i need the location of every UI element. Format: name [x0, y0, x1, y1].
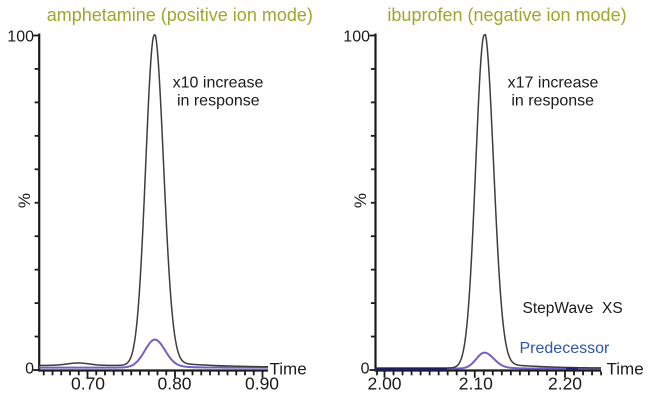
svg-text:2.10: 2.10	[459, 374, 493, 394]
svg-text:x17 increase: x17 increase	[508, 75, 599, 92]
svg-text:0.90: 0.90	[245, 374, 279, 394]
svg-text:Time: Time	[607, 360, 644, 379]
svg-text:x10 increase: x10 increase	[173, 75, 264, 92]
svg-text:100: 100	[343, 29, 370, 46]
svg-text:0: 0	[25, 361, 34, 378]
svg-text:2.20: 2.20	[548, 374, 582, 394]
svg-text:Predecessor: Predecessor	[520, 340, 610, 357]
svg-text:2.00: 2.00	[367, 374, 401, 394]
svg-text:100: 100	[7, 29, 34, 46]
svg-text:in response: in response	[511, 93, 594, 110]
svg-text:amphetamine (positive ion mode: amphetamine (positive ion mode)	[47, 5, 313, 25]
svg-text:in response: in response	[177, 93, 260, 110]
svg-text:0.80: 0.80	[157, 374, 191, 394]
svg-text:StepWave XS: StepWave XS	[523, 300, 623, 317]
svg-text:ibuprofen (negative ion mode): ibuprofen (negative ion mode)	[387, 5, 626, 25]
svg-text:%: %	[351, 193, 370, 208]
svg-text:0.70: 0.70	[71, 374, 105, 394]
svg-text:%: %	[15, 193, 34, 208]
svg-text:Time: Time	[270, 360, 307, 379]
svg-text:0: 0	[361, 361, 370, 378]
